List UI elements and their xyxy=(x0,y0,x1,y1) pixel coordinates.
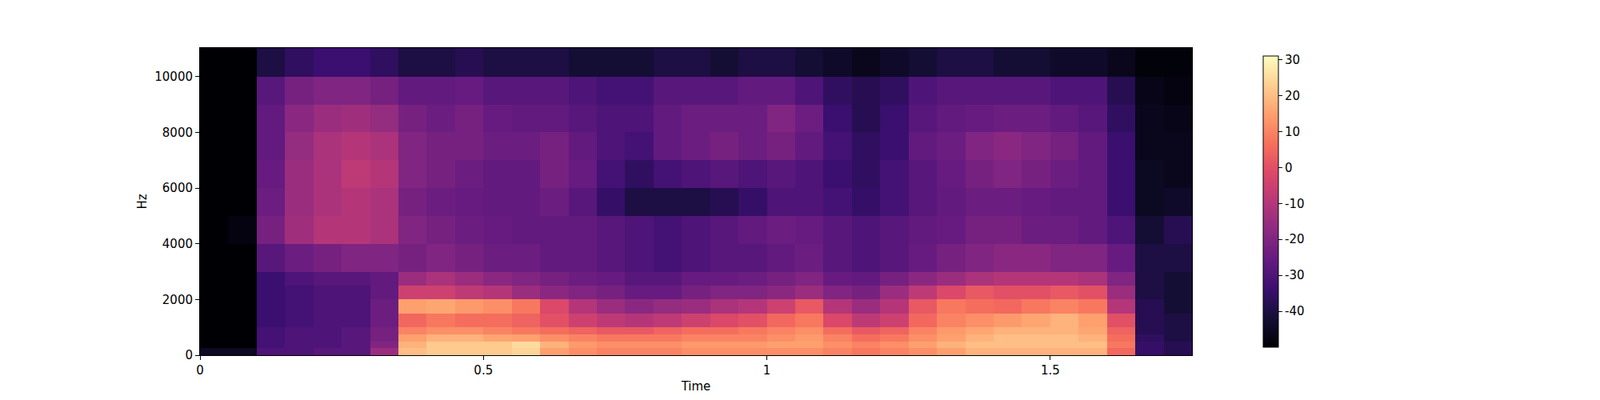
svg-text:6000: 6000 xyxy=(162,180,193,196)
svg-text:-40: -40 xyxy=(1284,304,1305,319)
svg-text:-10: -10 xyxy=(1284,196,1305,212)
svg-text:20: 20 xyxy=(1284,88,1300,104)
svg-text:Hz: Hz xyxy=(135,193,150,209)
svg-text:10000: 10000 xyxy=(154,69,193,84)
svg-text:2000: 2000 xyxy=(162,292,193,308)
svg-text:4000: 4000 xyxy=(162,236,193,252)
svg-text:0: 0 xyxy=(184,348,193,363)
svg-text:1.5: 1.5 xyxy=(1040,363,1060,378)
svg-text:1: 1 xyxy=(763,363,772,378)
svg-text:0.5: 0.5 xyxy=(473,363,493,378)
svg-text:30: 30 xyxy=(1284,52,1300,68)
svg-text:-20: -20 xyxy=(1284,232,1305,247)
svg-text:10: 10 xyxy=(1284,124,1300,140)
svg-text:0: 0 xyxy=(196,363,204,378)
svg-text:Time: Time xyxy=(680,379,712,394)
svg-text:0: 0 xyxy=(1284,160,1293,176)
svg-text:8000: 8000 xyxy=(162,125,193,140)
svg-text:-30: -30 xyxy=(1284,268,1305,283)
